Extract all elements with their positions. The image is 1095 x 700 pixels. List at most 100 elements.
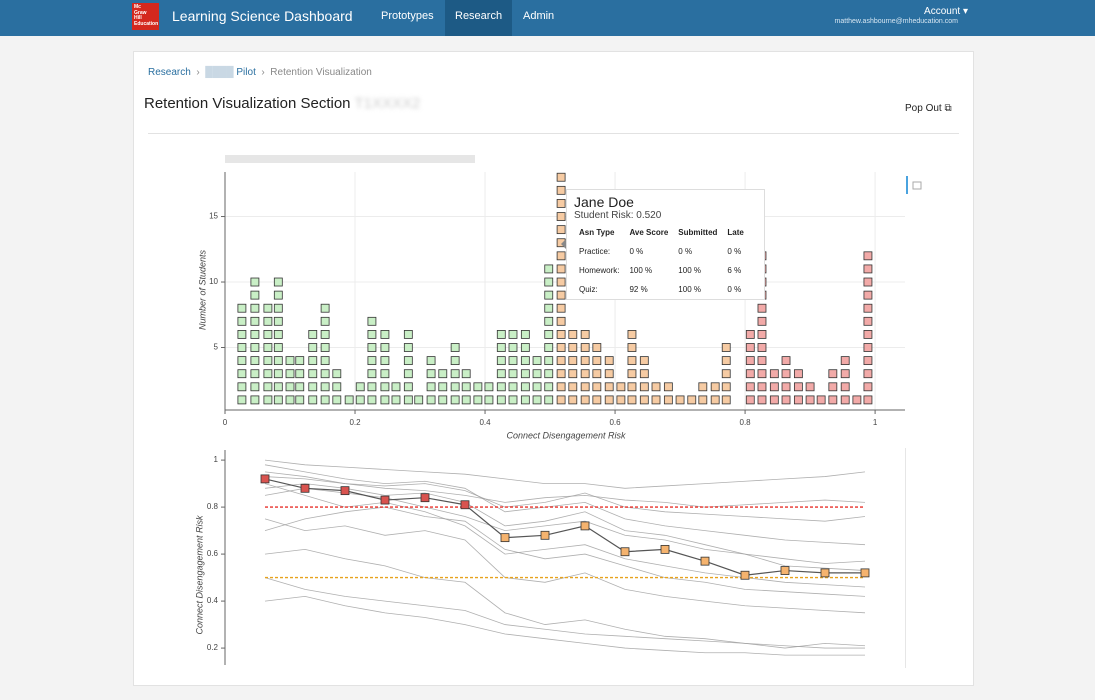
dot — [285, 395, 295, 405]
account-menu[interactable]: Account ▾ — [924, 6, 968, 17]
dot — [544, 290, 554, 300]
dot-column — [675, 395, 685, 405]
dot — [380, 382, 390, 392]
dot — [616, 382, 626, 392]
background-line — [264, 471, 866, 508]
dot-column — [332, 369, 342, 405]
dot — [863, 356, 873, 366]
dot — [273, 277, 283, 287]
point — [460, 500, 470, 510]
dot — [639, 356, 649, 366]
dot — [651, 395, 661, 405]
dot — [285, 356, 295, 366]
dot — [556, 264, 566, 274]
dot — [320, 369, 330, 379]
dot — [757, 316, 767, 326]
nav-link[interactable]: Admin — [523, 10, 555, 22]
dot — [332, 395, 342, 405]
dot — [250, 330, 260, 339]
dot — [508, 343, 518, 352]
dot-column — [710, 382, 720, 405]
dot — [556, 382, 566, 392]
dot — [627, 382, 637, 392]
dot — [438, 369, 448, 379]
dot — [757, 356, 767, 366]
dot-column — [285, 356, 295, 405]
dot-column — [769, 369, 779, 405]
dot — [508, 395, 518, 405]
logo[interactable]: Mc Graw Hill Education — [132, 3, 159, 30]
dot-column — [580, 330, 590, 405]
dot — [355, 395, 365, 405]
dot — [380, 369, 390, 379]
dot — [285, 382, 295, 392]
toolbar-icon[interactable] — [912, 181, 922, 190]
dot — [781, 356, 791, 366]
dot — [532, 369, 542, 379]
nav-link[interactable]: Prototypes — [381, 10, 434, 22]
dot — [450, 382, 460, 392]
dot — [840, 356, 850, 366]
x-tick-label: 0.6 — [609, 418, 621, 427]
dot — [710, 382, 720, 392]
dot — [450, 356, 460, 366]
td: 100 % — [678, 285, 701, 294]
dot — [438, 395, 448, 405]
dot — [769, 395, 779, 405]
dot — [840, 395, 850, 405]
dot-column — [616, 382, 626, 405]
dot — [295, 395, 305, 405]
y-tick-label: 0.2 — [207, 643, 219, 652]
dot-column — [604, 356, 614, 405]
dot — [273, 395, 283, 405]
dot-column — [863, 251, 873, 405]
point — [540, 530, 550, 540]
title-text: Retention Visualization Section — [144, 95, 351, 112]
dot — [308, 382, 318, 392]
dot — [793, 382, 803, 392]
tooltip-table: Asn Type Ave Score Submitted Late Practice:… — [574, 225, 749, 301]
brand[interactable]: Learning Science Dashboard — [172, 8, 353, 24]
point — [860, 568, 870, 578]
dot — [263, 343, 273, 352]
dot — [273, 303, 283, 313]
dot — [520, 382, 530, 392]
dot — [367, 395, 377, 405]
dot — [757, 330, 767, 339]
dot — [816, 395, 826, 405]
dot — [237, 316, 247, 326]
dot — [508, 356, 518, 366]
dot — [520, 395, 530, 405]
dot — [496, 356, 506, 366]
point — [780, 566, 790, 575]
dot-column — [473, 382, 483, 405]
header-row: Asn Type Ave Score Submitted Late — [574, 225, 749, 244]
dot-column — [687, 395, 697, 405]
point — [420, 493, 430, 503]
y-tick-label: 0.4 — [207, 596, 219, 605]
dot — [496, 382, 506, 392]
dot — [273, 382, 283, 392]
dot-column — [781, 356, 791, 405]
point — [580, 521, 590, 531]
dot — [639, 395, 649, 405]
dot — [520, 330, 530, 339]
x-tick-label: 0.2 — [349, 418, 361, 427]
pop-out-button[interactable]: Pop Out ⧉ — [905, 103, 952, 114]
dot-column — [250, 277, 260, 405]
y-axis-title: Connect Disengagement Risk — [194, 515, 204, 635]
dot — [805, 382, 815, 392]
nav-link-active[interactable]: Research — [445, 0, 513, 36]
point — [740, 570, 750, 580]
dot — [863, 251, 873, 261]
dot-column — [308, 330, 318, 405]
dot — [320, 330, 330, 339]
dot — [828, 369, 838, 379]
x-tick-label: 0 — [223, 418, 228, 427]
pop-out-label: Pop Out — [905, 103, 942, 114]
background-line — [264, 487, 866, 564]
crumb-link[interactable]: Pilot — [236, 67, 256, 78]
crumb-link[interactable]: Research — [148, 67, 191, 78]
background-line — [264, 483, 866, 588]
